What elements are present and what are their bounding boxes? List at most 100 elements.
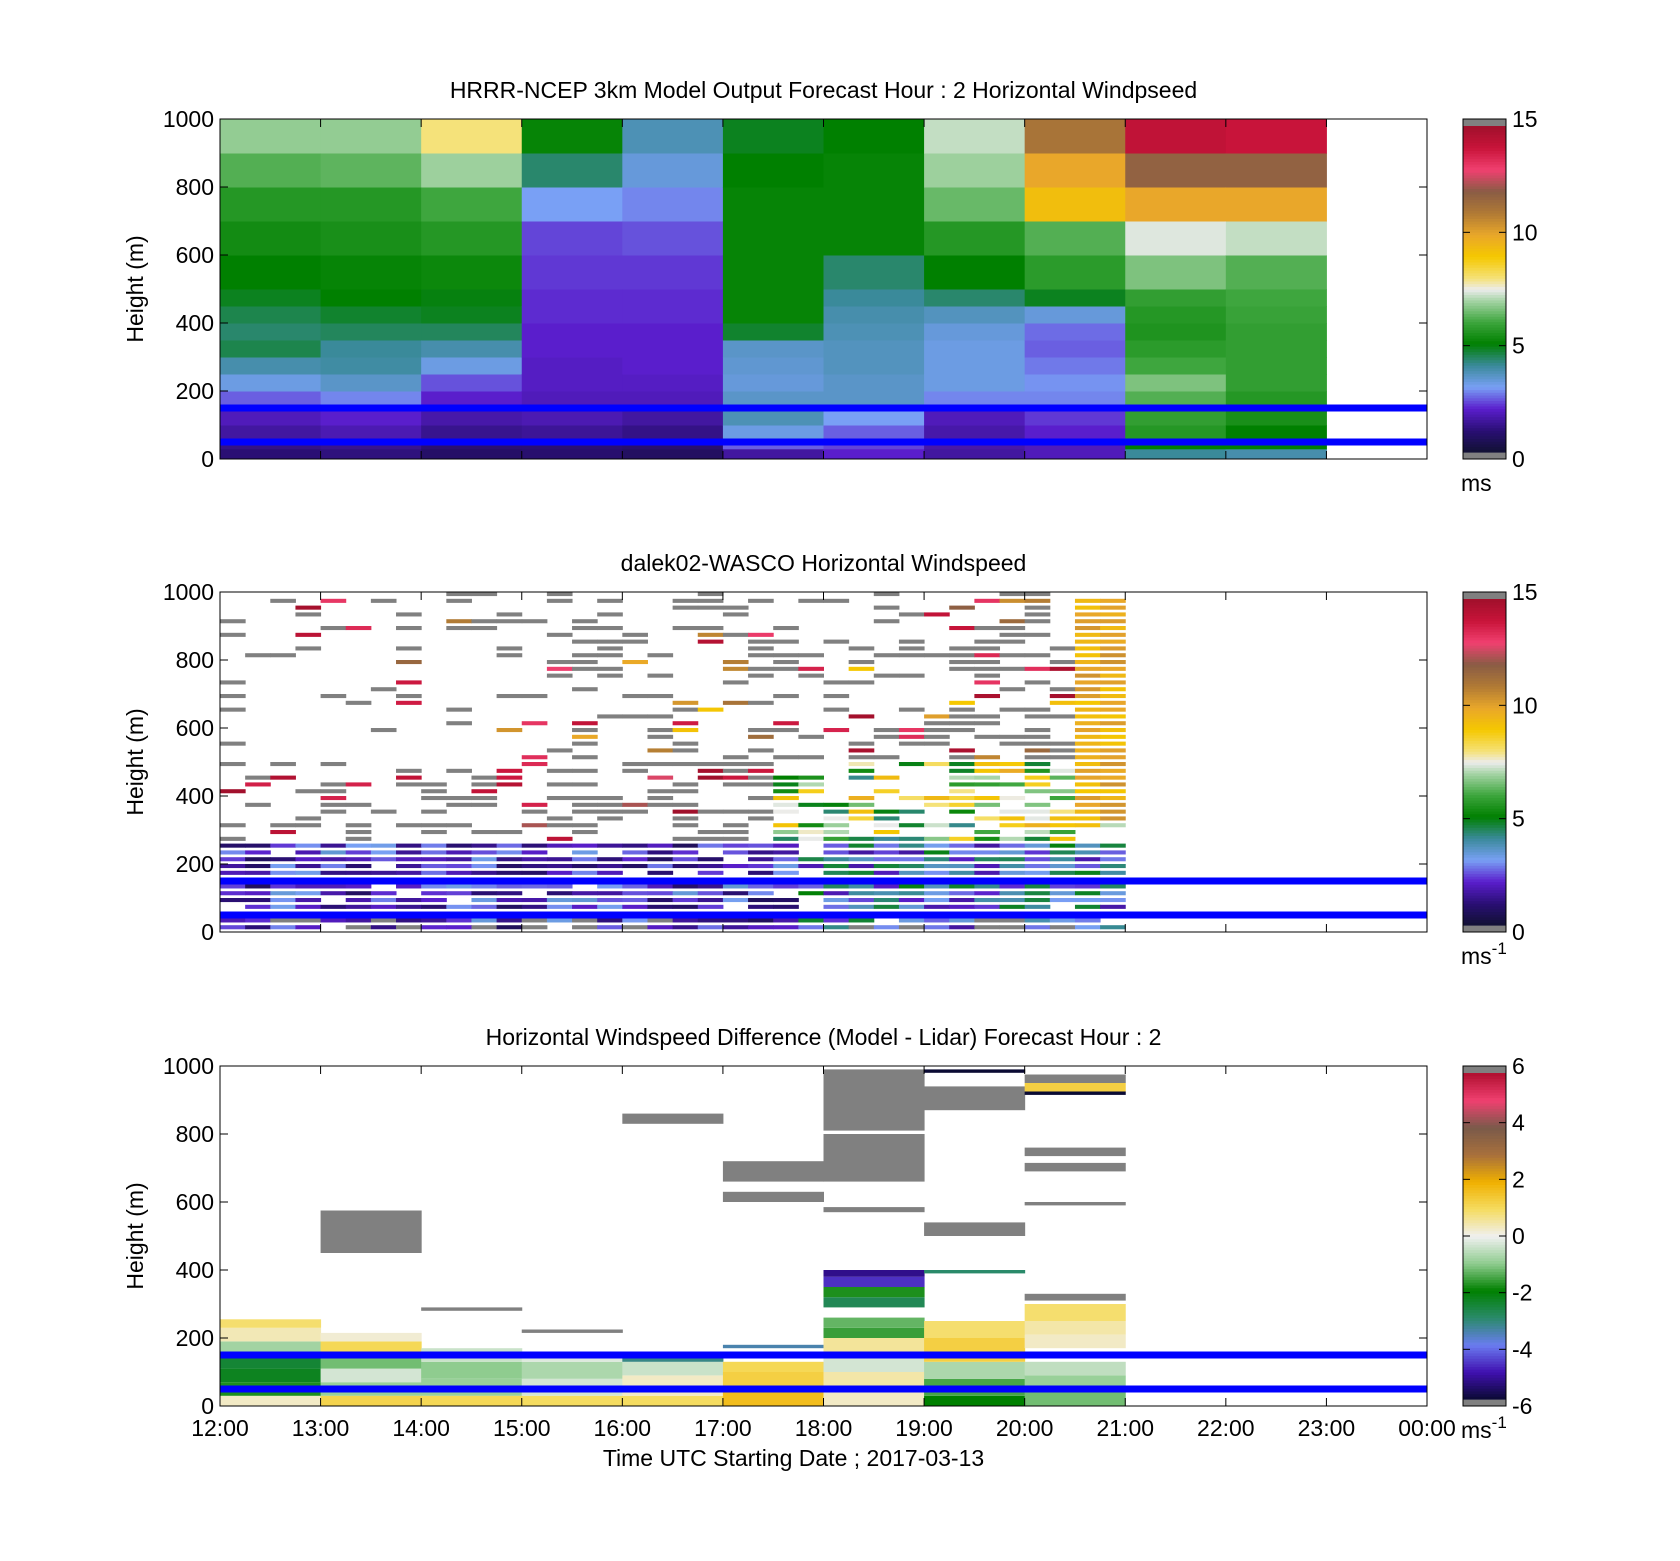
lidar-gate-cell xyxy=(898,823,925,828)
heatmap-cell xyxy=(1125,408,1227,426)
colorbar-swatch xyxy=(1463,221,1506,225)
difference-cell xyxy=(622,1395,724,1406)
lidar-gate-cell xyxy=(898,728,925,733)
difference-cell xyxy=(823,1355,925,1372)
heatmap-cell xyxy=(622,425,724,440)
lidar-gate-cell xyxy=(1049,864,1076,869)
lidar-gate-cell xyxy=(1049,816,1076,821)
lidar-gate-cell xyxy=(446,918,472,923)
colorbar-swatch xyxy=(1463,1360,1506,1365)
colorbar-swatch xyxy=(1463,829,1506,834)
colorbar-swatch xyxy=(1463,408,1506,412)
difference-cell xyxy=(521,1361,623,1379)
lidar-gate-cell xyxy=(873,850,900,855)
heatmap-cell xyxy=(924,357,1026,375)
lidar-gate-cell xyxy=(748,850,774,855)
lidar-gate-cell xyxy=(396,918,422,923)
colorbar-swatch xyxy=(1463,1143,1506,1147)
lidar-gate-cell xyxy=(1074,755,1101,760)
lidar-gate-cell xyxy=(295,823,322,828)
colorbar-swatch xyxy=(1463,250,1506,255)
difference-cell xyxy=(320,1395,422,1406)
colorbar-swatch xyxy=(1463,1320,1506,1324)
lidar-gate-cell xyxy=(1049,660,1076,665)
lidar-gate-cell xyxy=(848,775,875,780)
lidar-gate-cell xyxy=(320,891,347,896)
colorbar-swatch xyxy=(1463,365,1506,369)
lidar-gate-cell xyxy=(572,653,598,658)
colorbar-tick-label: -4 xyxy=(1512,1336,1533,1362)
difference-cell xyxy=(1024,1147,1126,1157)
colorbar-swatch xyxy=(1463,1113,1506,1118)
heatmap-cell xyxy=(320,255,422,290)
x-axis-label: Time UTC Starting Date ; 2017-03-13 xyxy=(603,1445,984,1471)
lidar-gate-cell xyxy=(1024,598,1051,603)
lidar-gate-cell xyxy=(220,843,246,848)
lidar-gate-cell xyxy=(924,898,950,903)
lidar-gate-cell xyxy=(823,816,850,821)
lidar-gate-cell xyxy=(1100,639,1126,644)
colorbar-swatch xyxy=(1463,1146,1506,1150)
colorbar-swatch xyxy=(1463,1165,1506,1169)
difference-cell xyxy=(823,1287,925,1298)
lidar-gate-cell xyxy=(1100,796,1126,801)
colorbar-swatch xyxy=(1463,1290,1506,1294)
lidar-gate-cell xyxy=(295,816,322,821)
colorbar-swatch xyxy=(1463,1350,1506,1354)
colorbar-swatch xyxy=(1463,903,1506,907)
difference-cell xyxy=(722,1361,824,1372)
difference-cell xyxy=(622,1361,724,1376)
lidar-gate-cell xyxy=(1049,898,1076,903)
colorbar-swatch xyxy=(1463,1214,1506,1218)
lidar-gate-cell xyxy=(798,884,824,889)
lidar-gate-cell xyxy=(722,782,749,787)
lidar-gate-cell xyxy=(949,898,975,903)
colorbar-swatch xyxy=(1463,422,1506,426)
lidar-gate-cell xyxy=(220,707,246,712)
lidar-gate-cell xyxy=(949,802,975,807)
lidar-gate-cell xyxy=(748,734,774,739)
lidar-gate-cell xyxy=(421,898,447,903)
difference-cell xyxy=(924,1086,1026,1111)
lidar-gate-cell xyxy=(672,898,699,903)
lidar-gate-cell xyxy=(396,612,422,617)
lidar-gate-cell xyxy=(370,809,397,814)
colorbar-tick-label: 10 xyxy=(1512,219,1538,245)
lidar-gate-cell xyxy=(697,904,724,909)
lidar-gate-cell xyxy=(1100,864,1126,869)
lidar-gate-cell xyxy=(798,653,824,658)
lidar-gate-cell xyxy=(697,707,724,712)
lidar-gate-cell xyxy=(370,850,397,855)
colorbar-cap xyxy=(1463,452,1506,459)
colorbar-swatch xyxy=(1463,153,1506,157)
colorbar-swatch xyxy=(1463,316,1506,320)
difference-cell xyxy=(823,1270,925,1277)
lidar-gate-cell xyxy=(773,809,799,814)
colorbar-swatch xyxy=(1463,1293,1506,1297)
heatmap-cell xyxy=(421,119,523,154)
colorbar-swatch xyxy=(1463,199,1506,203)
lidar-gate-cell xyxy=(446,626,472,631)
lidar-gate-cell xyxy=(572,904,598,909)
lidar-gate-cell xyxy=(848,796,875,801)
lidar-gate-cell xyxy=(1024,802,1051,807)
heatmap-cell xyxy=(320,448,422,460)
lidar-gate-cell xyxy=(898,762,925,767)
lidar-gate-cell xyxy=(220,762,246,767)
colorbar-swatch xyxy=(1463,1339,1506,1343)
lidar-gate-cell xyxy=(521,904,548,909)
lidar-gate-cell xyxy=(873,836,900,841)
lidar-gate-cell xyxy=(446,864,472,869)
lidar-gate-cell xyxy=(823,891,850,896)
lidar-gate-cell xyxy=(597,646,623,651)
difference-cell xyxy=(320,1332,422,1342)
lidar-gate-cell xyxy=(1049,714,1076,719)
difference-cell xyxy=(1024,1321,1126,1335)
lidar-gate-cell xyxy=(345,857,372,862)
lidar-gate-cell xyxy=(496,904,523,909)
lidar-gate-cell xyxy=(320,809,347,814)
colorbar-swatch xyxy=(1463,634,1506,638)
colorbar-swatch xyxy=(1463,427,1506,431)
lidar-gate-cell xyxy=(572,796,598,801)
lidar-gate-cell xyxy=(295,898,322,903)
